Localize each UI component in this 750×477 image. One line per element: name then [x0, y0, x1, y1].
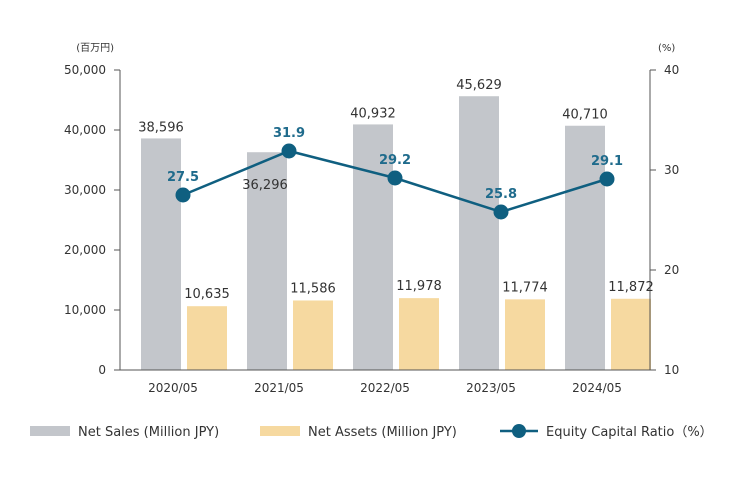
net-assets-value-label: 11,978	[396, 279, 442, 294]
net-sales-bar	[353, 124, 393, 371]
left-tick-label: 40,000	[64, 123, 106, 137]
net-assets-bar	[187, 306, 227, 370]
equity-ratio-value-label: 25.8	[485, 187, 517, 202]
left-tick-label: 50,000	[64, 63, 106, 77]
x-tick-label: 2023/05	[466, 381, 516, 395]
equity-ratio-point	[387, 170, 403, 186]
equity-ratio-point	[175, 187, 191, 203]
net-sales-value-label: 40,932	[350, 106, 396, 121]
equity-ratio-value-label: 27.5	[167, 170, 199, 185]
equity-ratio-value-label: 29.2	[379, 153, 411, 168]
right-tick-label: 10	[664, 363, 679, 377]
axes-layer: 0 10,000 20,000 30,000 40,000 50,000 10 20 30 40 (…	[64, 42, 679, 395]
line-layer	[175, 143, 615, 220]
bars-layer	[141, 96, 651, 371]
left-tick-label: 30,000	[64, 183, 106, 197]
right-axis-unit: (%)	[658, 43, 675, 54]
left-axis-unit: (百万円)	[76, 42, 114, 54]
right-tick-label: 30	[664, 163, 679, 177]
legend-net-sales-label: Net Sales (Million JPY)	[78, 425, 219, 440]
net-sales-value-label: 38,596	[138, 120, 184, 135]
x-tick-label: 2022/05	[360, 381, 410, 395]
equity-ratio-value-label: 31.9	[273, 126, 305, 141]
net-assets-value-label: 10,635	[184, 287, 230, 302]
net-sales-bar	[459, 96, 499, 370]
right-tick-label: 40	[664, 63, 679, 77]
net-sales-bar	[141, 138, 181, 370]
net-sales-bar	[565, 125, 605, 371]
x-tick-label: 2020/05	[148, 381, 198, 395]
net-sales-bar	[247, 152, 287, 370]
x-tick-label: 2024/05	[572, 381, 622, 395]
legend: Net Sales (Million JPY) Net Assets (Milli…	[30, 424, 713, 440]
net-sales-value-label: 40,710	[562, 108, 608, 123]
net-assets-bar	[293, 300, 333, 370]
net-assets-bar	[505, 299, 545, 370]
left-tick-label: 10,000	[64, 303, 106, 317]
left-tick-label: 20,000	[64, 243, 106, 257]
legend-equity-ratio-label: Equity Capital Ratio（%）	[546, 425, 713, 440]
x-tick-label: 2021/05	[254, 381, 304, 395]
net-sales-value-label: 36,296	[242, 178, 288, 193]
net-assets-value-label: 11,586	[290, 281, 336, 296]
net-assets-bar	[611, 298, 651, 370]
legend-net-assets-swatch	[260, 426, 300, 436]
equity-ratio-point	[599, 171, 615, 187]
right-tick-label: 20	[664, 263, 679, 277]
equity-ratio-value-label: 29.1	[591, 154, 623, 169]
net-assets-bar	[399, 298, 439, 370]
net-sales-value-label: 45,629	[456, 78, 502, 93]
equity-ratio-point	[281, 143, 297, 159]
net-assets-value-label: 11,872	[608, 280, 654, 295]
legend-net-assets-label: Net Assets (Million JPY)	[308, 425, 457, 440]
labels-layer: 38,596 10,635 27.5 36,296 11,586 31.9 40,932 11…	[138, 78, 654, 302]
legend-equity-ratio-marker	[512, 424, 526, 438]
net-assets-value-label: 11,774	[502, 280, 548, 295]
left-tick-label: 0	[98, 363, 106, 377]
legend-net-sales-swatch	[30, 426, 70, 436]
equity-ratio-point	[493, 204, 509, 220]
